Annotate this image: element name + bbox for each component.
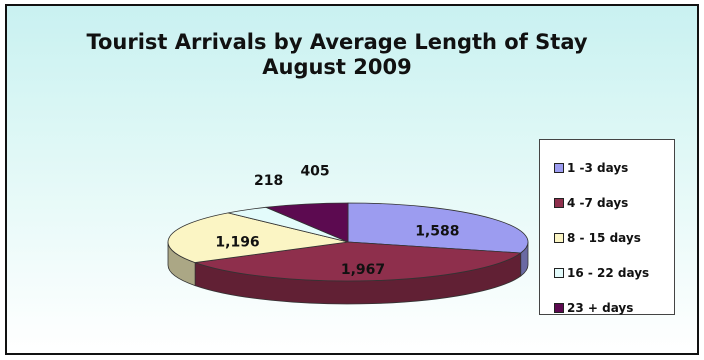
pie-data-label: 405 [300,163,329,179]
legend: 1 -3 days 4 -7 days 8 - 15 days 16 - 22 day… [539,139,675,315]
legend-label: 23 + days [567,300,634,315]
legend-item: 23 + days [554,290,674,325]
chart-title-line: Tourist Arrivals by Average Length of St… [86,30,588,54]
legend-label: 8 - 15 days [567,230,641,245]
legend-swatch [554,302,564,313]
legend-swatch [554,197,564,208]
pie-slice [167,212,349,263]
legend-label: 16 - 22 days [567,265,650,280]
legend-item: 4 -7 days [554,185,674,220]
pie-data-label: 218 [254,173,283,189]
pie-data-label: 1,967 [341,262,385,278]
legend-label: 4 -7 days [567,195,629,210]
legend-item: 1 -3 days [554,150,674,185]
chart-frame: Tourist Arrivals by Average Length of St… [5,4,699,355]
legend-swatch [554,232,564,243]
pie-top-faces [167,202,529,282]
pie-data-labels: 1,588 1,967 1,196 218 405 [215,163,459,278]
chart-title: Tourist Arrivals by Average Length of St… [67,30,607,80]
legend-item: 8 - 15 days [554,220,674,255]
legend-swatch [554,162,564,173]
pie-slice [264,202,349,243]
pie-slice [347,202,529,254]
legend-item: 16 - 22 days [554,255,674,290]
pie-chart: 1,588 1,967 1,196 218 405 [167,163,529,305]
pie-data-label: 1,196 [215,235,259,251]
legend-label: 1 -3 days [567,160,629,175]
pie-data-label: 1,588 [415,224,459,240]
legend-swatch [554,267,564,278]
chart-subtitle-line: August 2009 [262,55,412,79]
